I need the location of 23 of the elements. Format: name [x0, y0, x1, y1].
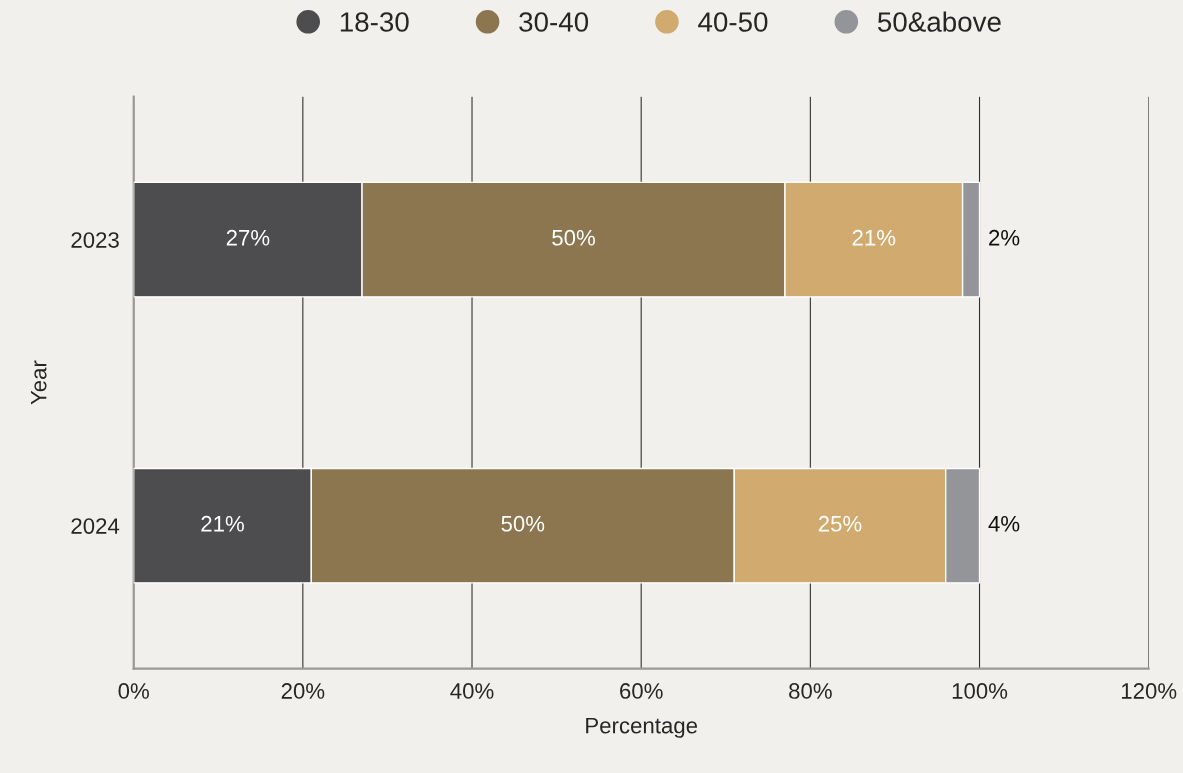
text: 21% [852, 229, 896, 246]
text: 2% [989, 229, 1020, 246]
legend-label: 18-30 [340, 12, 409, 32]
text: 50% [552, 229, 595, 246]
legend-label: 30-40 [519, 12, 589, 32]
x-tick-label: 40% [450, 683, 494, 699]
y-tick-label: 2024 [71, 518, 120, 534]
x-tick-label: 60% [620, 683, 663, 699]
x-axis-title: Percentage [586, 717, 698, 738]
y-axis-title: Year [31, 360, 47, 405]
x-tick-label: 120% [1121, 683, 1177, 699]
x-tick-label: 0% [118, 683, 149, 699]
x-tick-label: 20% [281, 683, 325, 699]
legend-label: 40-50 [698, 12, 768, 32]
y-tick-label: 2023 [71, 232, 119, 248]
text: 25% [818, 515, 862, 532]
text: 4% [988, 515, 1020, 532]
x-tick-label: 100% [952, 683, 1008, 699]
text: 21% [201, 515, 244, 532]
text: 27% [226, 229, 270, 246]
text: 50% [501, 515, 545, 532]
legend-label: 50&above [877, 11, 1001, 32]
x-tick-label: 80% [789, 683, 832, 699]
